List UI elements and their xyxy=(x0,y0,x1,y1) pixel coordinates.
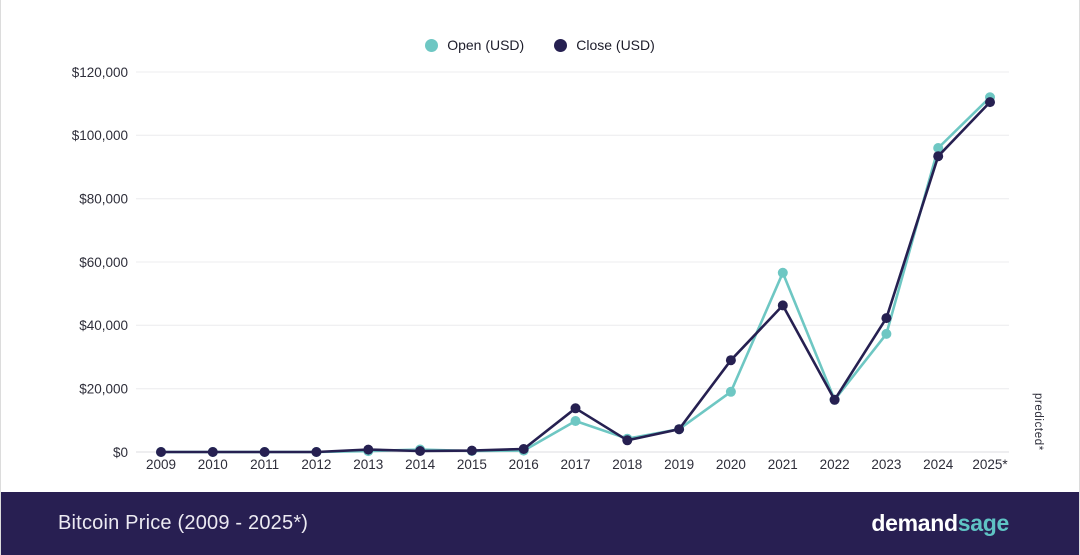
y-axis-label: $80,000 xyxy=(79,192,128,207)
x-axis-label: 2024 xyxy=(923,457,954,472)
data-point-close-2022[interactable] xyxy=(829,394,840,405)
data-point-close-2009[interactable] xyxy=(156,447,166,457)
y-axis-label: $120,000 xyxy=(72,65,128,80)
data-point-close-2019[interactable] xyxy=(674,424,685,435)
x-axis-label: 2017 xyxy=(560,457,590,472)
x-axis-label: 2016 xyxy=(509,457,539,472)
x-axis-label: 2012 xyxy=(301,457,331,472)
data-point-close-2011[interactable] xyxy=(259,447,270,457)
y-axis-label: $0 xyxy=(113,445,128,460)
x-axis-label: 2020 xyxy=(716,457,746,472)
legend-label-open: Open (USD) xyxy=(447,37,525,53)
x-axis-label: 2019 xyxy=(664,457,694,472)
series-line-open xyxy=(159,96,992,454)
legend-item-open[interactable]: Open (USD) xyxy=(425,37,524,53)
x-axis-label: 2011 xyxy=(250,457,279,472)
data-point-close-2012[interactable] xyxy=(311,447,322,457)
data-point-open-2024[interactable] xyxy=(933,143,944,153)
data-point-open-2017[interactable] xyxy=(570,416,581,426)
data-point-close-2020[interactable] xyxy=(725,355,736,366)
data-point-close-2024[interactable] xyxy=(933,151,944,162)
data-point-close-2016[interactable] xyxy=(518,444,529,454)
y-axis-label: $60,000 xyxy=(79,255,128,270)
y-axis-label: $20,000 xyxy=(79,382,128,397)
data-point-close-2018[interactable] xyxy=(622,435,633,446)
demandsage-logo: demandsage xyxy=(871,510,1009,537)
chart-legend: Open (USD) Close (USD) xyxy=(1,37,1079,53)
bitcoin-price-line-chart: $0 $20,000 $40,000 $60,000 $80,000 $100,000 $1… xyxy=(72,65,1009,472)
data-point-open-2023[interactable] xyxy=(881,328,892,339)
x-axis-label: 2018 xyxy=(612,457,642,472)
legend-swatch-open-icon xyxy=(425,38,439,52)
data-point-close-2013[interactable] xyxy=(363,444,374,455)
demandsage-logo-sage: sage xyxy=(957,510,1010,536)
x-axis-label: 2022 xyxy=(820,457,850,472)
data-point-close-2010[interactable] xyxy=(207,447,218,457)
data-point-close-2021[interactable] xyxy=(777,300,788,311)
x-axis-label: 2013 xyxy=(353,457,383,472)
y-axis-label: $40,000 xyxy=(79,318,128,333)
data-point-open-2021[interactable] xyxy=(777,267,788,278)
x-axis-label: 2023 xyxy=(871,457,901,472)
x-axis-label: 2021 xyxy=(768,457,798,472)
footer-bar: Bitcoin Price (2009 - 2025*) demandsage xyxy=(1,492,1079,555)
predicted-annotation: predicted* xyxy=(1032,393,1044,451)
x-axis-label: 2014 xyxy=(405,457,436,472)
y-axis-label: $100,000 xyxy=(72,128,128,143)
data-point-close-2023[interactable] xyxy=(881,313,892,324)
legend-item-close[interactable]: Close (USD) xyxy=(554,37,655,53)
data-point-close-2025*[interactable] xyxy=(985,97,995,108)
data-point-close-2017[interactable] xyxy=(570,403,581,414)
legend-swatch-close-icon xyxy=(554,38,568,52)
legend-label-close: Close (USD) xyxy=(576,37,655,53)
x-axis-label: 2025* xyxy=(972,457,1008,472)
x-axis-label: 2009 xyxy=(146,457,176,472)
chart-title: Bitcoin Price (2009 - 2025*) xyxy=(58,512,309,534)
demandsage-logo-demand: demand xyxy=(871,510,958,536)
data-point-open-2020[interactable] xyxy=(725,386,736,397)
x-axis-label: 2010 xyxy=(198,457,228,472)
x-axis-label: 2015 xyxy=(457,457,487,472)
data-point-close-2015[interactable] xyxy=(466,445,477,456)
series-line-close xyxy=(159,100,992,454)
data-point-close-2014[interactable] xyxy=(415,446,426,456)
